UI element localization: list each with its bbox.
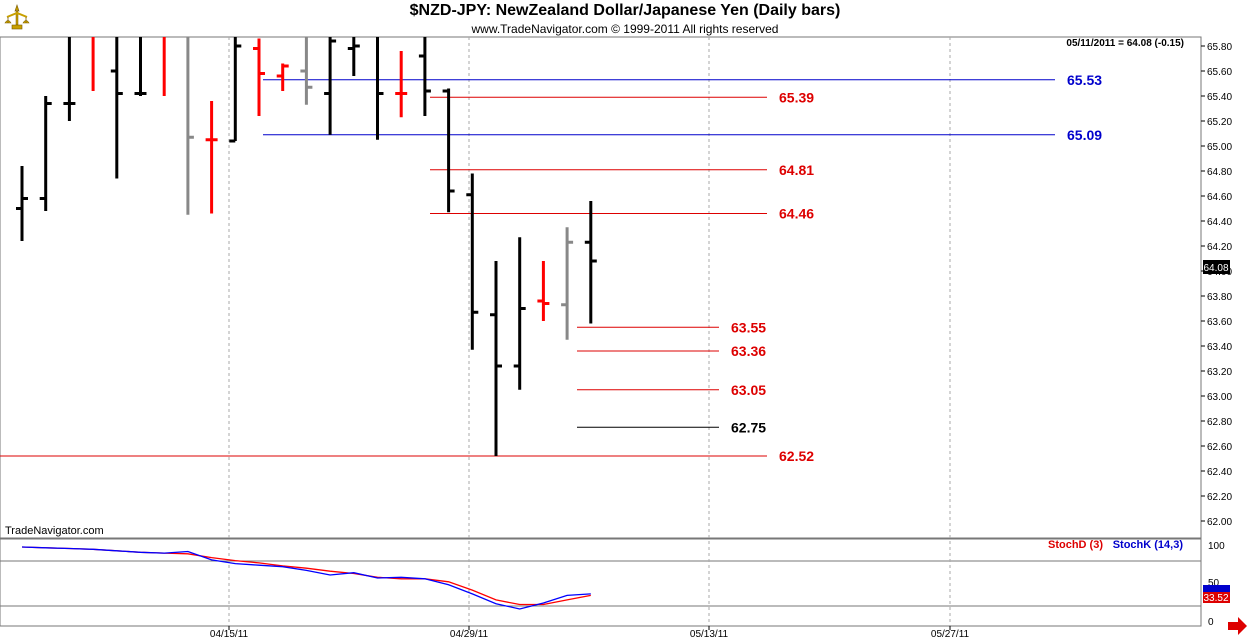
level-label-65.53: 65.53 (1067, 72, 1102, 88)
price-axis-label: 65.00 (1207, 142, 1232, 153)
ohlc-bar (561, 227, 574, 340)
ohlc-bar (253, 38, 265, 116)
ohlc-bar (39, 96, 52, 211)
price-axis-label: 64.80 (1207, 167, 1232, 178)
date-axis-label: 04/29/11 (450, 629, 489, 640)
ohlc-bars (16, 37, 597, 456)
level-label-64.46: 64.46 (779, 206, 814, 222)
level-label-64.81: 64.81 (779, 162, 814, 178)
stochastic-panel (21, 546, 591, 610)
stoch-panel-border (0, 538, 1202, 627)
level-label-63.55: 63.55 (731, 319, 766, 335)
level-label-65.39: 65.39 (779, 89, 814, 105)
price-axis-label: 62.40 (1207, 467, 1232, 478)
ohlc-bar (229, 37, 242, 143)
chart-header: $NZD-JPY: NewZealand Dollar/Japanese Yen… (0, 0, 1250, 36)
price-axis-label: 63.20 (1207, 367, 1232, 378)
stoch-axis-50: 50 (1208, 578, 1220, 589)
price-axis-label: 62.00 (1207, 517, 1232, 528)
last-price-readout: 05/11/2011 = 64.08 (-0.15) (1066, 38, 1184, 49)
ohlc-bar (442, 88, 455, 213)
level-label-65.09: 65.09 (1067, 127, 1102, 143)
price-axis-label: 63.80 (1207, 292, 1232, 303)
date-axis-label: 04/15/11 (210, 629, 249, 640)
ohlc-bar (324, 37, 337, 135)
stochk-legend: StochK (14,3) (1113, 539, 1184, 551)
current-price-label: 64.08 (1203, 263, 1228, 274)
stochk-line (21, 546, 591, 610)
ohlc-bar (418, 37, 431, 116)
scroll-right-arrow-icon[interactable] (1228, 617, 1247, 635)
price-axis-label: 63.00 (1207, 392, 1232, 403)
price-axis-label: 63.40 (1207, 342, 1232, 353)
stoch-current-value: 33.52 (1203, 593, 1228, 604)
stochd-line (21, 546, 591, 606)
watermark: TradeNavigator.com (5, 525, 104, 537)
price-axis-label: 64.20 (1207, 242, 1232, 253)
price-axis-label: 62.20 (1207, 492, 1232, 503)
price-axis-label: 63.60 (1207, 317, 1232, 328)
price-panel-border (0, 36, 1202, 539)
price-axis-label: 65.20 (1207, 117, 1232, 128)
tradenavigator-logo-icon (4, 4, 30, 30)
price-axis-label: 64.40 (1207, 217, 1232, 228)
ohlc-bar (276, 63, 289, 91)
date-axis: 04/15/11 04/29/11 05/13/11 05/27/11 (210, 626, 970, 640)
ohlc-bar (16, 166, 28, 241)
chart-frame (0, 36, 1202, 627)
chart-subtitle: www.TradeNavigator.com © 1999-2011 All r… (471, 22, 779, 36)
price-axis-label: 65.80 (1207, 42, 1232, 53)
stoch-value-marker-red (1203, 592, 1230, 603)
date-axis-label: 05/27/11 (931, 629, 970, 640)
price-axis-label: 65.40 (1207, 92, 1232, 103)
price-axis: 65.80 65.60 65.40 65.20 65.00 64.80 64.60 64.40… (1201, 42, 1232, 528)
ohlc-bar (395, 51, 408, 118)
support-resistance-levels: 65.53 65.09 65.39 64.81 64.46 63.55 63.36 63.05… (0, 72, 1102, 464)
ohlc-bar (466, 173, 479, 350)
ohlc-bar (513, 237, 526, 390)
stoch-axis-0: 0 (1208, 617, 1214, 628)
ohlc-bar (110, 37, 123, 179)
date-axis-label: 05/13/11 (690, 629, 729, 640)
level-label-62.52: 62.52 (779, 448, 814, 464)
ohlc-bar (205, 101, 218, 214)
ohlc-bar (537, 261, 550, 321)
level-label-63.05: 63.05 (731, 382, 766, 398)
level-label-62.75: 62.75 (731, 419, 766, 435)
ohlc-bar (300, 37, 313, 105)
ohlc-bar (584, 201, 597, 324)
price-axis-label: 62.80 (1207, 417, 1232, 428)
chart-title: $NZD-JPY: NewZealand Dollar/Japanese Yen… (409, 2, 841, 19)
stochd-legend: StochD (3) (1048, 539, 1103, 551)
current-price-marker (1203, 260, 1230, 274)
stoch-value-marker-blue (1203, 585, 1230, 592)
ohlc-bar (134, 37, 147, 96)
level-label-63.36: 63.36 (731, 343, 766, 359)
ohlc-bar (490, 261, 502, 456)
ohlc-bar (347, 37, 360, 76)
ohlc-bar (376, 37, 384, 140)
ohlc-bar (186, 37, 194, 215)
price-axis-label: 64.60 (1207, 192, 1232, 203)
stoch-axis-100: 100 (1208, 541, 1225, 552)
ohlc-bar (63, 37, 76, 121)
price-axis-label: 62.60 (1207, 442, 1232, 453)
price-axis-label: 65.60 (1207, 67, 1232, 78)
